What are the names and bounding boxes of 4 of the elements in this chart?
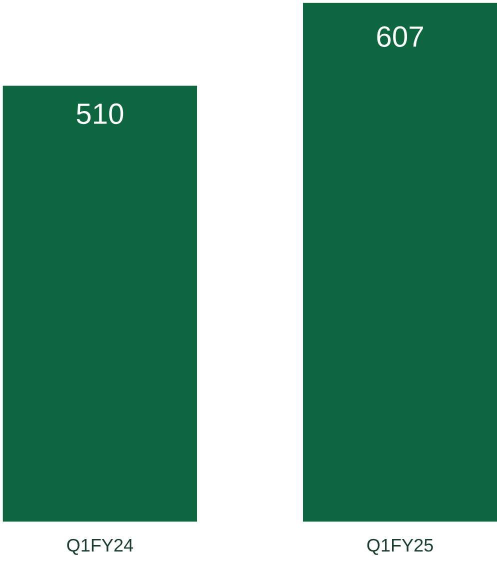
x-tick-label: Q1FY24 — [67, 538, 134, 555]
x-tick-label: Q1FY25 — [367, 538, 433, 555]
data-label: 510 — [76, 103, 124, 124]
data-label: 607 — [377, 26, 423, 47]
